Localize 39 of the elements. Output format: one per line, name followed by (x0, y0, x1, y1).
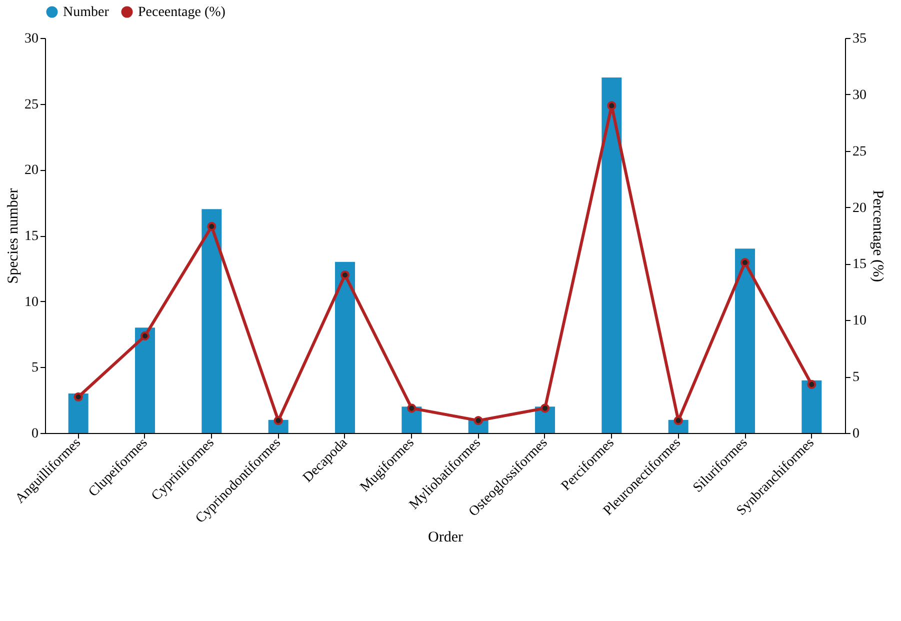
point (74, 392, 83, 402)
y-tick-label: 20 (24, 163, 38, 178)
y2-tick-label: 25 (852, 144, 866, 160)
legend-label: Number (63, 5, 110, 20)
y-axis-title: Species number (6, 188, 22, 284)
bar (335, 262, 355, 433)
point (407, 404, 416, 413)
y2-tick-label: 5 (852, 370, 860, 386)
point (807, 380, 816, 389)
bar (802, 380, 822, 433)
bar (735, 248, 755, 433)
y-tick-label: 25 (24, 97, 38, 112)
point (140, 331, 150, 340)
x-axis-title: Order (428, 530, 463, 546)
point (674, 416, 683, 426)
y-tick-label: 15 (24, 229, 38, 244)
y2-tick-label: 0 (852, 426, 860, 442)
point (340, 270, 350, 280)
y2-axis-title: Percentage (%) (870, 190, 886, 282)
bar (68, 394, 88, 433)
point (274, 416, 283, 426)
point (474, 416, 483, 426)
y-tick-label: 0 (32, 426, 38, 442)
y-tick-label: 10 (24, 294, 38, 310)
y2-tick-label: 10 (852, 314, 866, 329)
point (607, 101, 616, 110)
y-tick-label: 30 (24, 32, 38, 46)
y2-tick-label: 35 (852, 32, 866, 46)
point (207, 222, 216, 231)
y2-tick-label: 30 (852, 88, 866, 103)
bar (602, 78, 622, 433)
point (740, 258, 750, 268)
bar (135, 328, 155, 433)
bar (202, 209, 222, 433)
y2-tick-label: 15 (852, 257, 866, 272)
legend-label: Peceentage (%) (138, 5, 226, 20)
y2-tick-label: 20 (852, 200, 866, 216)
y-tick-label: 5 (32, 360, 38, 376)
point (540, 404, 550, 413)
